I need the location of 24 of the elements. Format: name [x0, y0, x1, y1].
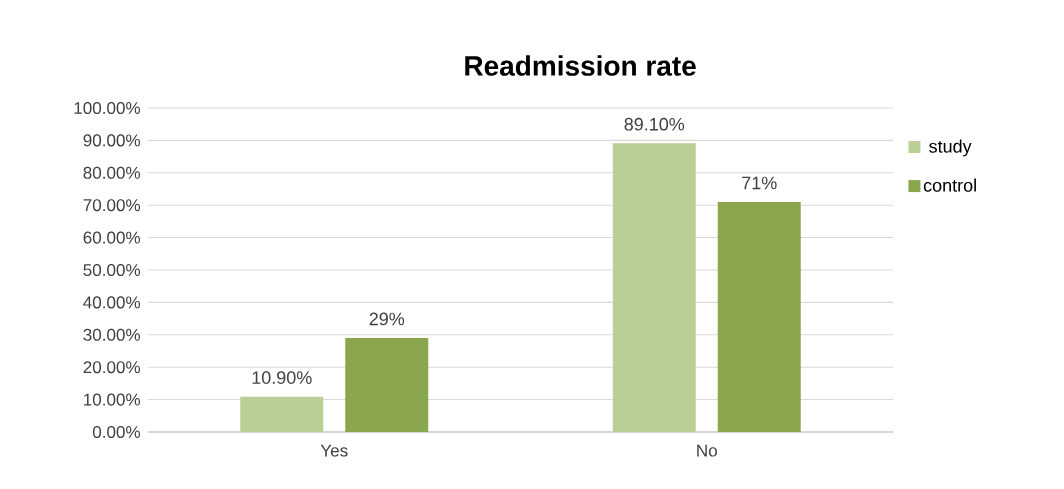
x-tick-label: Yes — [320, 444, 348, 457]
bar — [345, 338, 429, 432]
y-tick-label: 0.00% — [92, 425, 141, 439]
data-label: 29% — [369, 312, 405, 326]
y-tick-label: 40.00% — [83, 296, 141, 309]
data-label: 89.10% — [624, 117, 685, 131]
y-tick-label: 80.00% — [83, 166, 141, 179]
y-tick-label: 30.00% — [83, 328, 141, 341]
y-tick-label: 50.00% — [83, 263, 141, 277]
legend-label: study — [929, 139, 972, 157]
data-label: 71% — [742, 176, 777, 190]
y-tick-label: 70.00% — [83, 199, 141, 212]
x-tick-label: No — [697, 444, 717, 457]
y-tick-label: 20.00% — [83, 361, 141, 374]
data-label: 10.90% — [252, 371, 312, 384]
bar — [240, 396, 324, 432]
chart-title: Readmission rate — [465, 55, 696, 76]
y-tick-label: 60.00% — [83, 231, 141, 244]
y-tick-label: 10.00% — [84, 393, 141, 406]
y-tick-label: 100.00% — [74, 101, 140, 115]
legend-label: control — [923, 178, 976, 192]
bar — [717, 201, 801, 432]
bar — [612, 143, 696, 432]
y-tick-label: 90.00% — [83, 134, 141, 147]
